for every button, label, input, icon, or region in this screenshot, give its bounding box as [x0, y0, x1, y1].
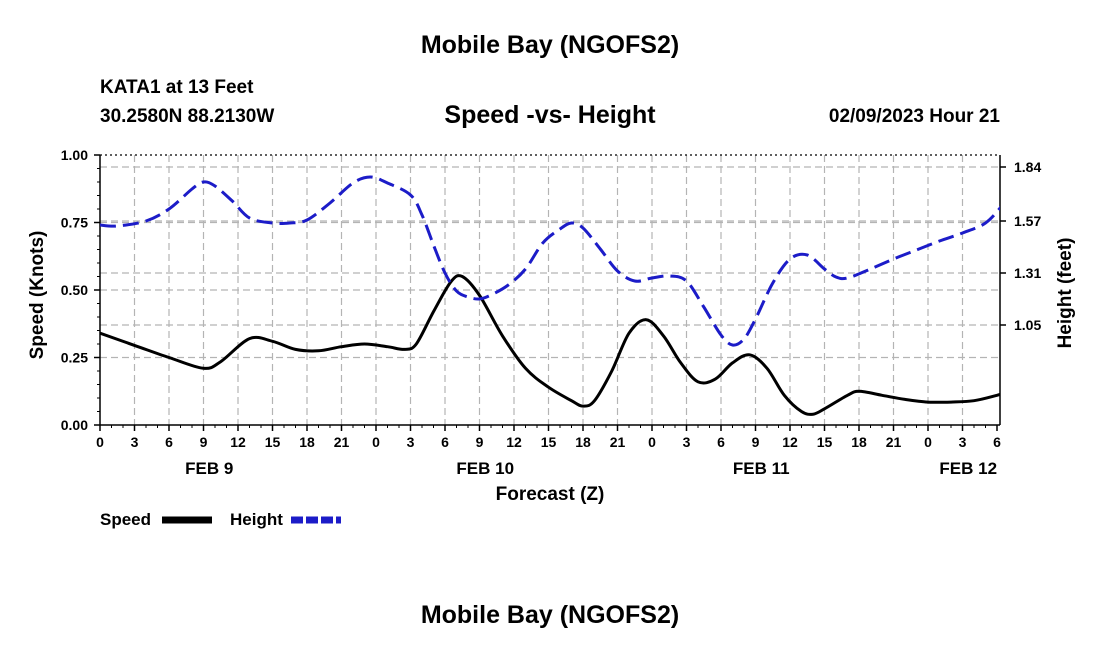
y2-tick-label: 1.57: [1014, 213, 1041, 229]
x-tick-label: 3: [683, 434, 691, 450]
x-tick-label: 3: [959, 434, 967, 450]
x-tick-label: 15: [265, 434, 281, 450]
x-tick-label: 9: [200, 434, 208, 450]
x-tick-label: 6: [441, 434, 449, 450]
height-line: [100, 175, 1000, 347]
chart-title: Mobile Bay (NGOFS2): [420, 31, 680, 59]
x-tick-label: 15: [541, 434, 557, 450]
x-tick-label: 6: [717, 434, 725, 450]
x-tick-label: 18: [851, 434, 867, 450]
x-tick-label: 6: [993, 434, 1001, 450]
x-tick-label: 0: [96, 434, 104, 450]
y-tick-label: 1.00: [61, 147, 88, 163]
x-tick-label: 12: [782, 434, 798, 450]
date-label: FEB 11: [733, 459, 790, 478]
y-tick-label: 0.25: [61, 350, 88, 366]
x-tick-label: 9: [752, 434, 760, 450]
y-axis-title: Speed (Knots): [27, 231, 48, 360]
y-tick-label: 0.75: [61, 215, 88, 231]
station-label: KATA1 at 13 Feet: [100, 77, 254, 98]
date-label: FEB 9: [185, 459, 233, 478]
grid-lines: [100, 155, 1000, 425]
x-tick-label: 9: [476, 434, 484, 450]
x-tick-label: 0: [372, 434, 380, 450]
axes: [94, 154, 1006, 431]
x-tick-label: 3: [131, 434, 139, 450]
y-tick-label: 0.50: [61, 282, 88, 298]
station-coordinates: 30.2580N 88.2130W: [100, 106, 275, 127]
y2-axis-title: Height (feet): [1055, 238, 1076, 349]
x-tick-label: 21: [886, 434, 902, 450]
x-tick-label: 6: [165, 434, 173, 450]
legend: Speed Height: [100, 510, 341, 529]
y2-tick-label: 1.05: [1014, 317, 1041, 333]
forecast-datetime: 02/09/2023 Hour 21: [828, 106, 1000, 127]
x-tick-label: 18: [299, 434, 315, 450]
chart-subtitle: Speed -vs- Height: [444, 101, 656, 129]
x-tick-label: 0: [648, 434, 656, 450]
axis-labels: 0 3 6 9 12 15 18 21 0 3 6 9 12 15 18 21 0 3 6 9 12 15 18 21 0 3 6 0…: [27, 147, 1076, 505]
x-tick-label: 12: [230, 434, 246, 450]
legend-height-label: Height: [230, 510, 283, 529]
date-label: FEB 10: [456, 459, 514, 478]
x-tick-label: 15: [817, 434, 833, 450]
x-tick-label: 0: [924, 434, 932, 450]
x-tick-label: 18: [575, 434, 591, 450]
x-tick-label: 21: [610, 434, 626, 450]
y-tick-label: 0.00: [61, 417, 88, 433]
x-axis-title: Forecast (Z): [496, 484, 605, 505]
footer-title: Mobile Bay (NGOFS2): [420, 601, 680, 629]
x-tick-label: 21: [334, 434, 350, 450]
date-label: FEB 12: [939, 459, 997, 478]
x-tick-label: 3: [407, 434, 415, 450]
y2-tick-label: 1.84: [1014, 159, 1041, 175]
y2-tick-label: 1.31: [1014, 265, 1041, 281]
series: [100, 175, 1000, 416]
x-tick-label: 12: [506, 434, 522, 450]
speed-line: [100, 274, 1000, 416]
legend-speed-label: Speed: [100, 510, 151, 529]
